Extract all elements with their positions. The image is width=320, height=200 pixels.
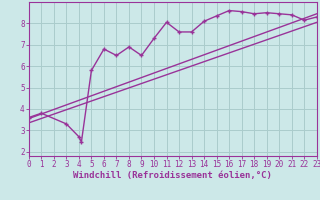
X-axis label: Windchill (Refroidissement éolien,°C): Windchill (Refroidissement éolien,°C) bbox=[73, 171, 272, 180]
